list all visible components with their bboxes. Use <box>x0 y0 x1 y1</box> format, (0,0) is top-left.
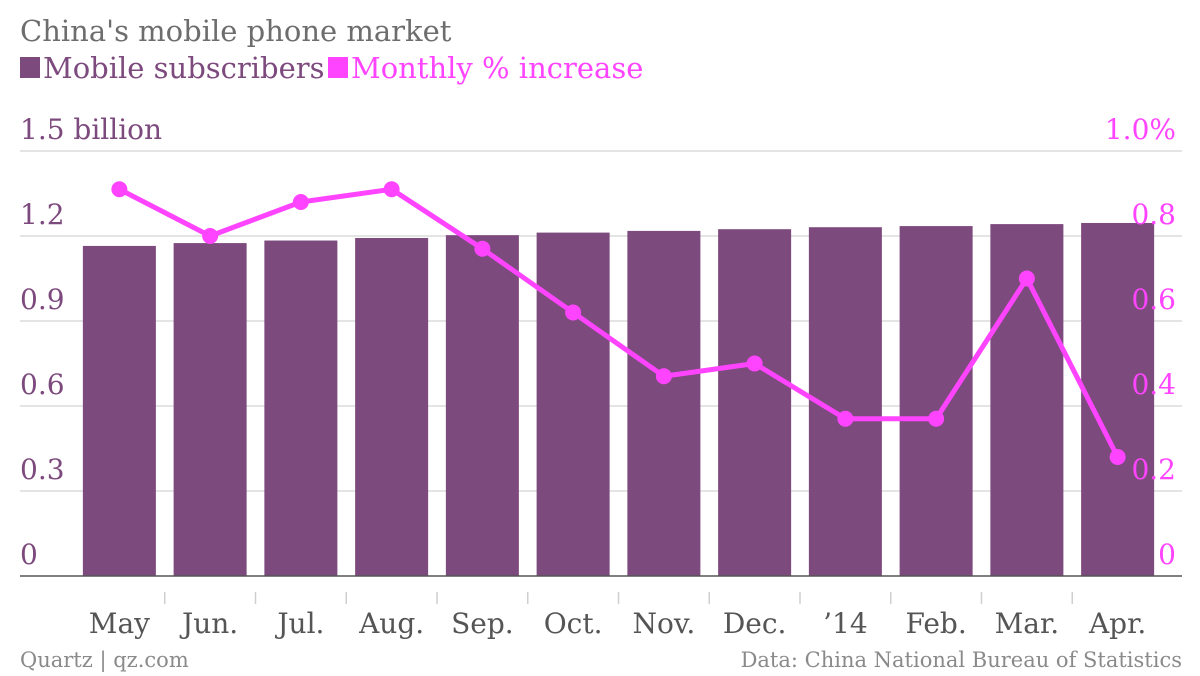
x-tick-label: Jul. <box>274 607 324 640</box>
legend-swatch <box>328 57 348 78</box>
source-right: Data: China National Bureau of Statistic… <box>741 648 1182 672</box>
x-tick-label: Oct. <box>544 607 603 640</box>
line-point <box>202 228 219 244</box>
line-point <box>565 304 582 321</box>
bar <box>627 230 701 576</box>
bar-series <box>82 222 1155 577</box>
y-left-tick: 0 <box>20 538 38 571</box>
line-point <box>655 368 672 385</box>
line-series <box>111 181 1126 465</box>
line-point <box>928 410 945 427</box>
y-right-tick: 0.2 <box>1131 453 1176 486</box>
line-point <box>1018 270 1035 287</box>
legend-swatch <box>20 57 40 78</box>
bar <box>173 243 247 577</box>
line-point <box>383 181 400 198</box>
line-point <box>474 240 491 257</box>
y-right-tick: 1.0% <box>1105 113 1176 146</box>
bar <box>264 240 338 577</box>
y-left-tick: 1.5 billion <box>20 113 162 146</box>
legend: Mobile subscribers Monthly % increase <box>20 51 643 85</box>
line-point <box>837 410 854 427</box>
x-tick-label: Dec. <box>723 607 787 640</box>
chart-title: China's mobile phone market <box>20 14 452 48</box>
y-right-tick: 0.8 <box>1131 198 1176 231</box>
y-left-tick: 0.9 <box>20 283 65 316</box>
bar <box>355 237 429 576</box>
line-point <box>746 355 763 372</box>
x-tick-label: Nov. <box>632 607 695 640</box>
line-path <box>118 186 1120 459</box>
line-point <box>292 194 309 210</box>
y-axis-left: 0 0.3 0.6 0.9 1.2 1.5 billion <box>20 113 162 571</box>
line-point <box>1109 449 1126 465</box>
x-tick-label: Feb. <box>905 607 966 640</box>
line-point <box>111 181 128 198</box>
bar <box>899 226 973 577</box>
bar <box>536 232 610 576</box>
x-tick-label: Jun. <box>179 607 238 640</box>
bar <box>1081 222 1155 576</box>
y-right-tick: 0 <box>1158 538 1176 571</box>
y-left-tick: 0.3 <box>20 453 65 486</box>
bar <box>82 245 156 576</box>
source-left: Quartz | qz.com <box>20 648 189 673</box>
x-tick-label: ’14 <box>823 607 868 640</box>
x-axis: May Jun. Jul. Aug. Sep. Oct. Nov. Dec. ’14 Feb. Ma… <box>89 592 1146 640</box>
x-tick-label: Apr. <box>1088 607 1146 640</box>
y-axis-right: 0 0.2 0.4 0.6 0.8 1.0% <box>1105 113 1176 571</box>
bar <box>718 229 792 576</box>
x-tick-label: Mar. <box>995 607 1060 640</box>
y-left-tick: 1.2 <box>20 198 65 231</box>
legend-label: Mobile subscribers <box>43 51 325 85</box>
x-tick-label: Sep. <box>451 607 514 640</box>
legend-label: Monthly % increase <box>351 51 643 85</box>
y-left-tick: 0.6 <box>20 368 65 401</box>
bar <box>445 235 519 576</box>
x-tick-label: May <box>89 607 150 640</box>
y-right-tick: 0.6 <box>1131 283 1176 316</box>
x-tick-label: Aug. <box>358 607 424 640</box>
y-right-tick: 0.4 <box>1131 368 1176 401</box>
